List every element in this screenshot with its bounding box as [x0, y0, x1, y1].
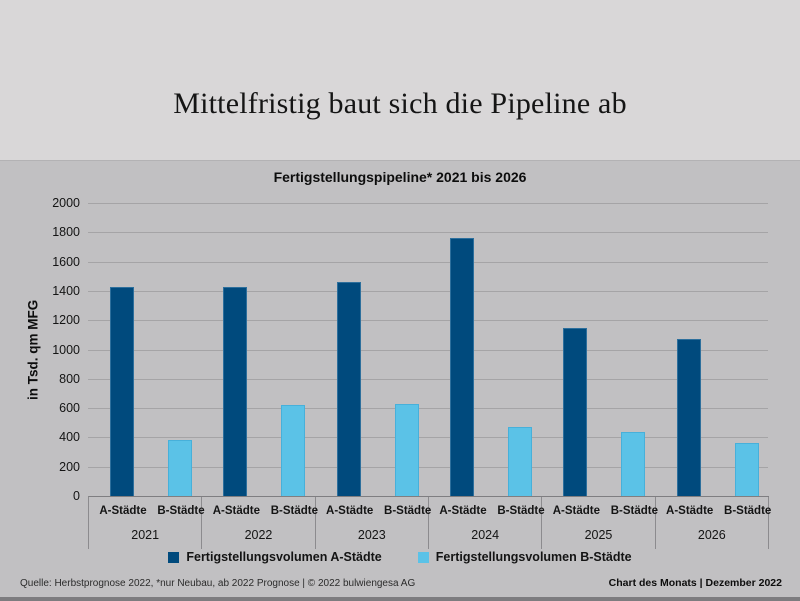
x-sub-label: B-Städte — [270, 505, 318, 517]
footer-caption: Chart des Monats | Dezember 2022 — [608, 577, 782, 589]
gridline — [88, 320, 768, 322]
plot-area: 0 200 400 600 800 1000 1200 1400 1600 1800 2000 — [52, 196, 768, 503]
x-sub-label: A-Städte — [666, 505, 714, 517]
x-axis-group-2026: A-Städte B-Städte 2026 — [656, 497, 772, 549]
y-tick-label: 600 — [59, 401, 80, 416]
gridline — [88, 261, 768, 263]
bar-b-staedte-2026 — [734, 443, 759, 496]
x-sub-label: B-Städte — [610, 505, 658, 517]
x-sub-label: B-Städte — [497, 505, 545, 517]
x-year-label: 2024 — [471, 528, 500, 542]
x-sub-label: B-Städte — [384, 505, 432, 517]
bar-b-staedte-2021 — [168, 440, 192, 496]
x-sub-label: A-Städte — [326, 505, 374, 517]
x-sub-label: B-Städte — [724, 505, 772, 517]
bar-a-staedte-2023 — [336, 282, 361, 496]
y-tick-label: 1600 — [52, 254, 80, 269]
bottom-edge-bar — [0, 597, 800, 601]
legend-item-b-staedte: Fertigstellungsvolumen B-Städte — [417, 550, 632, 564]
legend-label: Fertigstellungsvolumen A-Städte — [186, 550, 382, 564]
x-year-label: 2023 — [357, 528, 386, 542]
gridline — [88, 349, 768, 351]
bar-a-staedte-2024 — [450, 238, 474, 496]
y-tick-label: 1800 — [52, 225, 80, 240]
y-tick-label: 0 — [73, 489, 80, 503]
y-tick-label: 1200 — [52, 313, 80, 328]
gridline — [88, 437, 768, 439]
legend: Fertigstellungsvolumen A-Städte Fertigste… — [0, 550, 800, 564]
x-axis: A-Städte B-Städte 2021 A-Städte B-Städte 2022… — [88, 496, 772, 549]
slide-title: Mittelfristig baut sich die Pipeline ab — [173, 87, 627, 120]
y-tick-label: 800 — [59, 371, 80, 386]
bar-b-staedte-2025 — [621, 431, 646, 496]
x-year-label: 2026 — [697, 528, 726, 542]
gridline — [88, 466, 768, 468]
gridline — [88, 232, 768, 234]
title-band: Mittelfristig baut sich die Pipeline ab — [0, 0, 800, 160]
gridline — [88, 203, 768, 204]
source-note: Quelle: Herbstprognose 2022, *nur Neubau… — [20, 578, 416, 589]
x-year-label: 2022 — [244, 528, 273, 542]
legend-label: Fertigstellungsvolumen B-Städte — [435, 550, 632, 564]
y-tick-label: 1000 — [52, 342, 80, 357]
legend-swatch-icon — [168, 551, 180, 563]
x-axis-group-2024: A-Städte B-Städte 2024 — [429, 497, 545, 549]
bar-a-staedte-2021 — [110, 286, 134, 496]
y-tick-label: 2000 — [52, 196, 80, 210]
y-tick-label: 1400 — [52, 283, 80, 298]
chart-title: Fertigstellungspipeline* 2021 bis 2026 — [273, 169, 527, 185]
chart-area: Fertigstellungspipeline* 2021 bis 2026 i… — [0, 160, 800, 601]
bar-a-staedte-2025 — [563, 327, 588, 496]
x-axis-group-2021: A-Städte B-Städte 2021 — [89, 497, 205, 549]
bar-b-staedte-2023 — [394, 403, 419, 496]
x-sub-label: A-Städte — [99, 505, 147, 517]
x-sub-label: A-Städte — [439, 505, 487, 517]
x-sub-label: A-Städte — [552, 505, 600, 517]
legend-swatch-icon — [417, 551, 429, 563]
x-year-label: 2025 — [584, 528, 613, 542]
gridline — [88, 378, 768, 380]
gridline — [88, 290, 768, 292]
x-sub-label: A-Städte — [212, 505, 260, 517]
bar-b-staedte-2024 — [508, 427, 532, 496]
x-axis-group-2022: A-Städte B-Städte 2022 — [202, 497, 318, 549]
y-tick-label: 400 — [59, 430, 80, 445]
bar-a-staedte-2026 — [676, 339, 701, 496]
x-sub-label: B-Städte — [157, 505, 205, 517]
x-axis-group-2023: A-Städte B-Städte 2023 — [316, 497, 432, 549]
x-axis-group-2025: A-Städte B-Städte 2025 — [542, 497, 658, 549]
bar-a-staedte-2022 — [223, 286, 248, 496]
y-tick-label: 200 — [59, 459, 80, 474]
gridline — [88, 408, 768, 410]
x-year-label: 2021 — [131, 528, 160, 542]
legend-item-a-staedte: Fertigstellungsvolumen A-Städte — [168, 550, 382, 564]
bar-b-staedte-2022 — [281, 405, 306, 496]
